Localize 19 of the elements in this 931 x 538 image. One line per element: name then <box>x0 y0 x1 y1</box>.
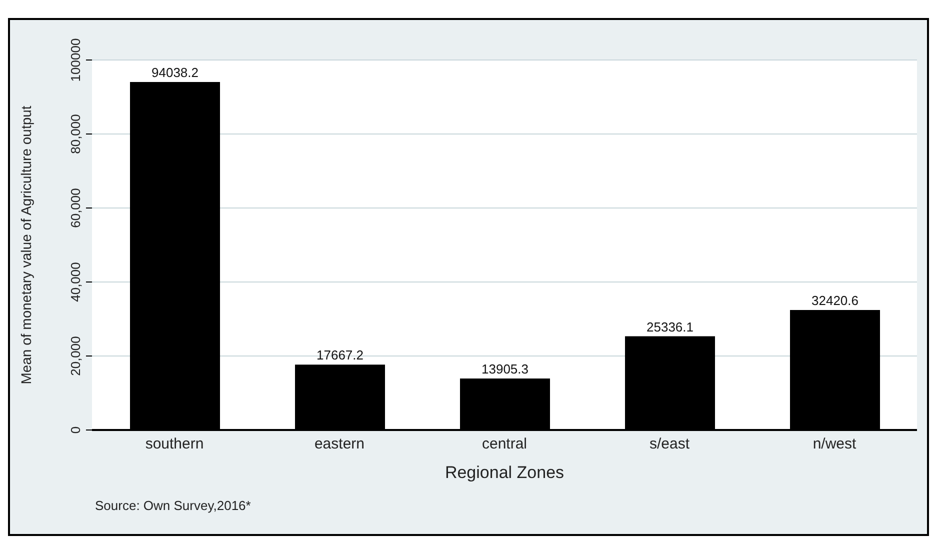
y-tick-label: 20,000 <box>68 336 83 376</box>
data-label: 32420.6 <box>812 293 858 308</box>
data-label: 94038.2 <box>152 65 198 80</box>
x-tick-label: s/east <box>649 436 690 453</box>
y-tick-label: 60,000 <box>68 188 83 228</box>
y-tick-label: 80,000 <box>68 114 83 154</box>
x-tick-label: southern <box>145 436 204 453</box>
source-note: Source: Own Survey,2016* <box>95 498 251 513</box>
y-axis-title: Mean of monetary value of Agriculture output <box>18 106 34 384</box>
x-axis-title: Regional Zones <box>444 463 564 482</box>
x-tick-label: eastern <box>314 436 365 453</box>
x-tick-label: central <box>482 436 528 453</box>
y-tick-label: 0 <box>68 426 83 434</box>
y-tick-label: 40,000 <box>68 262 83 302</box>
data-label: 17667.2 <box>316 348 364 363</box>
x-tick-label: n/west <box>812 436 858 453</box>
y-tick-label: 100000 <box>68 38 83 82</box>
data-label: 13905.3 <box>482 362 528 377</box>
data-label: 25336.1 <box>646 319 694 334</box>
